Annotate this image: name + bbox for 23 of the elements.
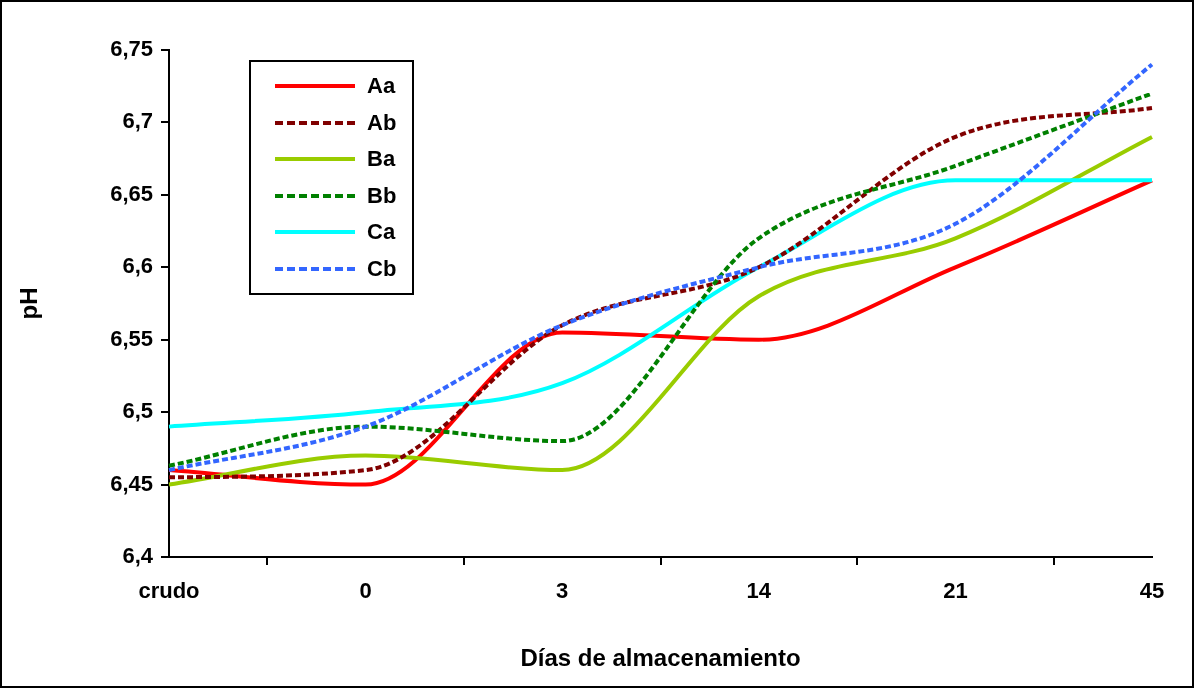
legend-label: Aa (367, 73, 396, 100)
x-axis-title: Días de almacenamiento (520, 644, 801, 672)
legend-label: Cb (367, 255, 397, 282)
y-axis-title: pH (15, 287, 43, 320)
x-tick-label: 0 (359, 578, 372, 604)
y-tick-label: 6,65 (110, 180, 153, 206)
x-tick-label: 3 (556, 578, 569, 604)
x-tick-label: crudo (138, 578, 200, 604)
y-tick-label: 6,55 (110, 325, 153, 351)
legend-label: Ca (367, 219, 396, 246)
x-tick-label: 45 (1139, 578, 1165, 604)
line-series (167, 178, 1154, 429)
legend-label: Bb (367, 182, 397, 209)
y-tick-label: 6,45 (110, 470, 153, 496)
y-tick-label: 6,6 (122, 253, 153, 279)
x-tick-label: 21 (943, 578, 968, 604)
legend-label: Ab (367, 109, 397, 136)
y-tick-label: 6,75 (110, 36, 153, 62)
y-tick-label: 6,5 (122, 398, 153, 424)
legend-label: Ba (367, 146, 396, 173)
y-tick-label: 6,4 (122, 543, 154, 569)
y-tick-label: 6,7 (122, 108, 153, 134)
x-tick-label: 14 (746, 578, 772, 604)
